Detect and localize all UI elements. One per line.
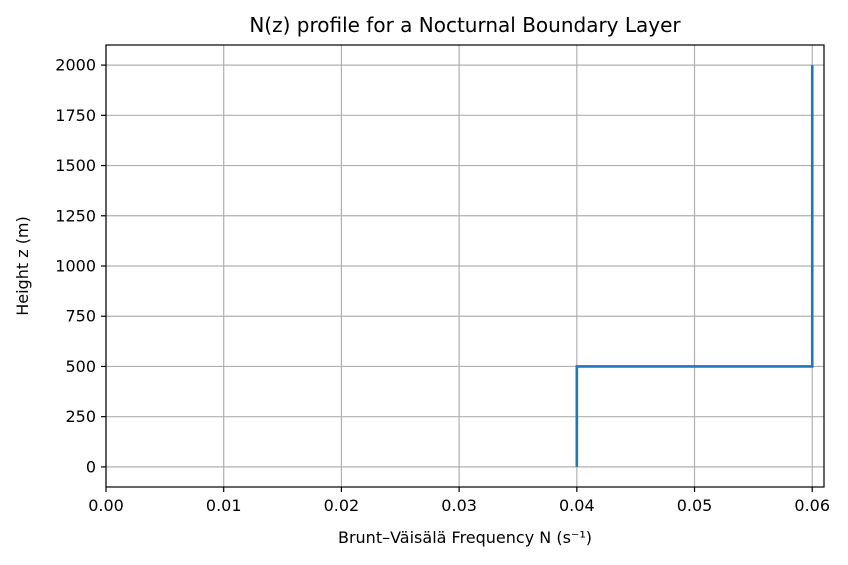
y-tick-label: 1750 [55, 106, 96, 125]
x-tick-label: 0.04 [559, 496, 595, 515]
x-tick-label: 0.06 [794, 496, 830, 515]
x-tick-label: 0.00 [88, 496, 124, 515]
x-axis-label: Brunt–Väisälä Frequency N (s⁻¹) [338, 528, 592, 547]
y-tick-label: 250 [65, 407, 96, 426]
y-tick-label: 500 [65, 357, 96, 376]
series-layer [575, 65, 814, 467]
x-tick-label: 0.05 [677, 496, 713, 515]
grid-layer [105, 45, 824, 487]
y-tick-label: 1250 [55, 206, 96, 225]
y-tick-label: 1500 [55, 156, 96, 175]
y-tick-label: 2000 [55, 56, 96, 75]
chart-title: N(z) profile for a Nocturnal Boundary La… [249, 13, 681, 37]
y-tick-label: 0 [86, 457, 96, 476]
tick-layer: 0.00 0.01 0.02 0.03 0.04 0.05 0.06 0 250 500 750 10… [55, 56, 830, 515]
x-tick-label: 0.02 [324, 496, 360, 515]
x-tick-label: 0.01 [206, 496, 242, 515]
profile-line [575, 65, 814, 467]
y-tick-label: 1000 [55, 257, 96, 276]
y-axis-label: Height z (m) [13, 216, 32, 316]
x-tick-label: 0.03 [441, 496, 477, 515]
y-tick-label: 750 [65, 307, 96, 326]
